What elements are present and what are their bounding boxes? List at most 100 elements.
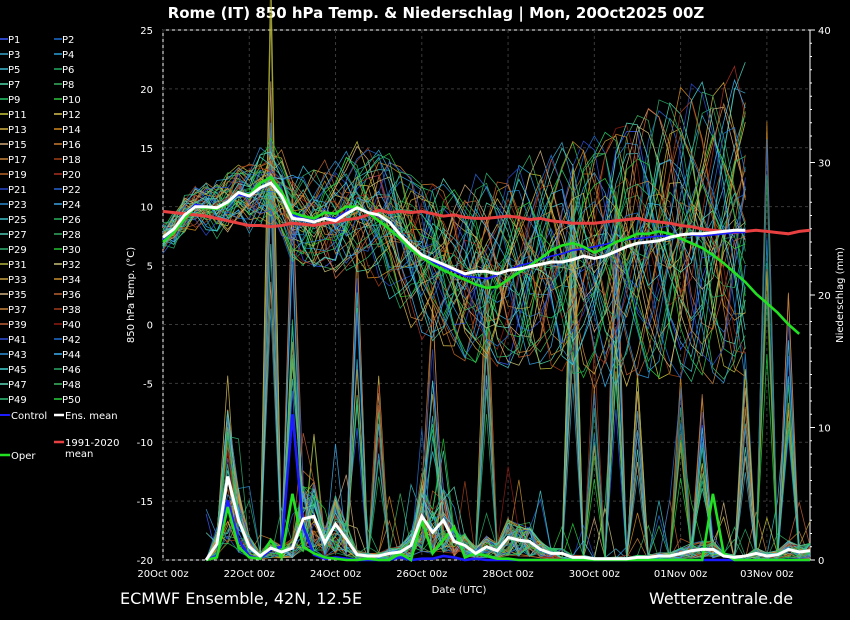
temp-ens-mean-line <box>162 181 746 276</box>
legend-entry: P1 <box>8 35 20 46</box>
legend-entry: P44 <box>62 350 81 361</box>
legend-clim: 1991-2020 <box>65 438 120 449</box>
legend-entry: P25 <box>8 215 27 226</box>
y2-axis-label: Niederschlag (mm) <box>835 247 846 343</box>
legend-entry: P39 <box>8 320 27 331</box>
temp-member-line <box>162 100 746 372</box>
legend: P1 P2 P3 P4 P5 P6 P7 P8 P9 P10 P11 P12 P13 P14 P15 P16 P… <box>0 35 120 462</box>
temp-member-line <box>162 140 746 366</box>
legend-entry: P33 <box>8 275 27 286</box>
precip-member-line <box>205 358 811 561</box>
legend-entry: P14 <box>62 125 81 136</box>
legend-entry: P23 <box>8 200 27 211</box>
legend-entry: P30 <box>62 245 81 256</box>
precip-oper-line <box>205 493 810 563</box>
precip-member-line <box>205 347 811 561</box>
y-tick-label: 15 <box>140 144 153 155</box>
legend-entry: P7 <box>8 80 20 91</box>
legend-entry: P43 <box>8 350 27 361</box>
legend-entry: P3 <box>8 50 20 61</box>
y-tick-label: -5 <box>143 379 153 390</box>
x-tick-label: 01Nov 00z <box>654 569 707 580</box>
x-tick-label: 03Nov 00z <box>740 569 793 580</box>
y-tick-label: 10 <box>140 203 153 214</box>
temp-oper-line <box>162 175 801 335</box>
legend-entry: P10 <box>62 95 81 106</box>
legend-entry: P2 <box>62 35 74 46</box>
legend-entry: P9 <box>8 95 20 106</box>
x-ticks: 20Oct 00z 22Oct 00z 24Oct 00z 26Oct 00z 28Oc… <box>137 569 793 580</box>
legend-entry: P45 <box>8 365 27 376</box>
legend-ens-mean: Ens. mean <box>65 411 118 422</box>
precip-member-line <box>205 197 811 561</box>
legend-entry: P47 <box>8 380 27 391</box>
x-axis-label: Date (UTC) <box>432 585 487 596</box>
x-tick-label: 26Oct 00z <box>396 569 447 580</box>
y-ticks: 25 20 15 10 5 0 -5 -10 -15 -20 <box>137 26 153 567</box>
temp-member-line <box>162 154 746 383</box>
temp-member-line <box>162 154 746 379</box>
legend-entry: P42 <box>62 335 81 346</box>
temp-member-line <box>162 156 746 379</box>
legend-entry: P48 <box>62 380 81 391</box>
legend-entry: P31 <box>8 260 27 271</box>
temp-member-line <box>162 102 746 365</box>
legend-entry: P15 <box>8 140 27 151</box>
temp-member-line <box>162 81 746 366</box>
precip-member-line <box>205 178 811 561</box>
legend-control: Control <box>11 411 47 422</box>
legend-entry: P21 <box>8 185 27 196</box>
y-tick-label: -10 <box>137 438 153 449</box>
legend-entry: P17 <box>8 155 27 166</box>
y2-tick-label: 30 <box>818 159 831 170</box>
temp-member-line <box>162 117 746 369</box>
legend-entry: P18 <box>62 155 81 166</box>
legend-entry: P28 <box>62 230 81 241</box>
legend-entry: P37 <box>8 305 27 316</box>
legend-entry: P5 <box>8 65 20 76</box>
footer-site: Wetterzentrale.de <box>649 589 793 608</box>
main-lines <box>162 175 811 563</box>
legend-entry: P12 <box>62 110 81 121</box>
x-tick-label: 20Oct 00z <box>137 569 188 580</box>
temp-member-line <box>162 156 746 379</box>
precip-ens-mean-line <box>204 476 811 561</box>
temp-member-line <box>162 99 746 347</box>
temp-member-line <box>162 102 746 391</box>
y-tick-label: -20 <box>137 556 153 567</box>
legend-entry: P34 <box>62 275 81 286</box>
y2-tick-label: 0 <box>818 556 824 567</box>
y2-tick-label: 10 <box>818 424 831 435</box>
x-tick-label: 30Oct 00z <box>569 569 620 580</box>
legend-entry: P32 <box>62 260 81 271</box>
x-tick-label: 24Oct 00z <box>310 569 361 580</box>
legend-entry: P20 <box>62 170 81 181</box>
legend-entry: P41 <box>8 335 27 346</box>
legend-entry: P6 <box>62 65 74 76</box>
temp-member-line <box>162 135 746 360</box>
temp-member-line <box>162 142 746 380</box>
legend-entry: P11 <box>8 110 27 121</box>
y2-tick-label: 40 <box>818 26 831 37</box>
x-tick-label: 28Oct 00z <box>482 569 533 580</box>
legend-entry: P49 <box>8 395 27 406</box>
y-tick-label: 0 <box>147 320 153 331</box>
legend-entry: P4 <box>62 50 74 61</box>
legend-entry: P46 <box>62 365 81 376</box>
y2-ticks: 40 30 20 10 0 <box>810 26 831 567</box>
legend-entry: P36 <box>62 290 81 301</box>
legend-entry: P27 <box>8 230 27 241</box>
legend-entry: P29 <box>8 245 27 256</box>
temp-member-line <box>162 107 746 358</box>
footer-source: ECMWF Ensemble, 42N, 12.5E <box>120 589 362 608</box>
x-tick-label: 22Oct 00z <box>224 569 275 580</box>
chart-title: Rome (IT) 850 hPa Temp. & Niederschlag |… <box>168 4 705 23</box>
temp-member-line <box>162 122 746 349</box>
legend-entry: P13 <box>8 125 27 136</box>
y-tick-label: -15 <box>137 497 153 508</box>
legend-entry: P8 <box>62 80 74 91</box>
legend-entry: P40 <box>62 320 81 331</box>
y-tick-label: 25 <box>140 26 153 37</box>
legend-entry: P50 <box>62 395 81 406</box>
